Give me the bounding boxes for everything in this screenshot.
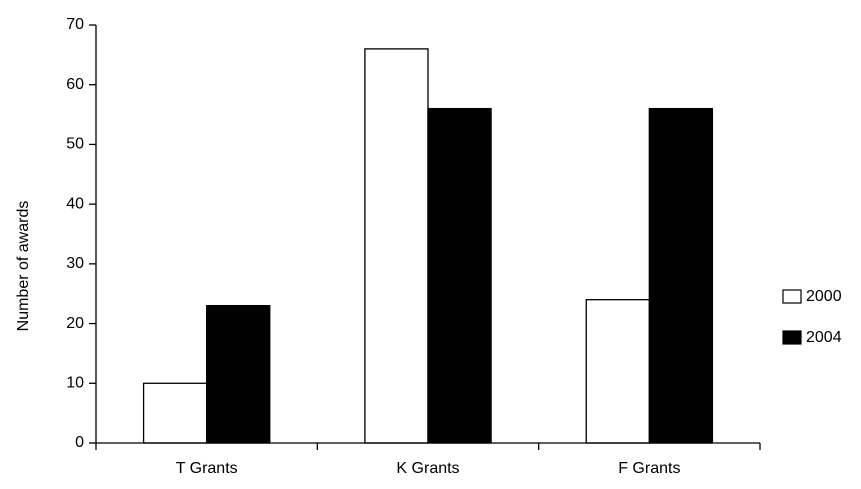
y-tick-label: 40 (66, 195, 84, 212)
y-tick-label: 20 (66, 315, 84, 332)
y-axis-title: Number of awards (15, 201, 32, 332)
y-tick-label: 60 (66, 76, 84, 93)
x-tick-label: T Grants (176, 460, 238, 477)
bar-2004 (206, 305, 271, 444)
legend-label-2000: 2000 (806, 288, 842, 305)
legend-swatch-2004 (782, 330, 802, 345)
bar-2000 (585, 299, 650, 444)
y-tick-label: 70 (66, 16, 84, 33)
x-tick-label: F Grants (618, 460, 680, 477)
y-tick-label: 0 (75, 434, 84, 451)
legend-label-2004: 2004 (806, 329, 842, 346)
bar-2000 (142, 382, 208, 444)
x-tick-label: K Grants (396, 460, 459, 477)
legend-swatch-2000 (782, 289, 802, 304)
y-tick-label: 50 (66, 136, 84, 153)
y-tick-label: 10 (66, 375, 84, 392)
y-tick-label: 30 (66, 255, 84, 272)
bar-2004 (427, 107, 492, 444)
bar-2000 (364, 48, 429, 444)
bar-2004 (648, 107, 714, 444)
